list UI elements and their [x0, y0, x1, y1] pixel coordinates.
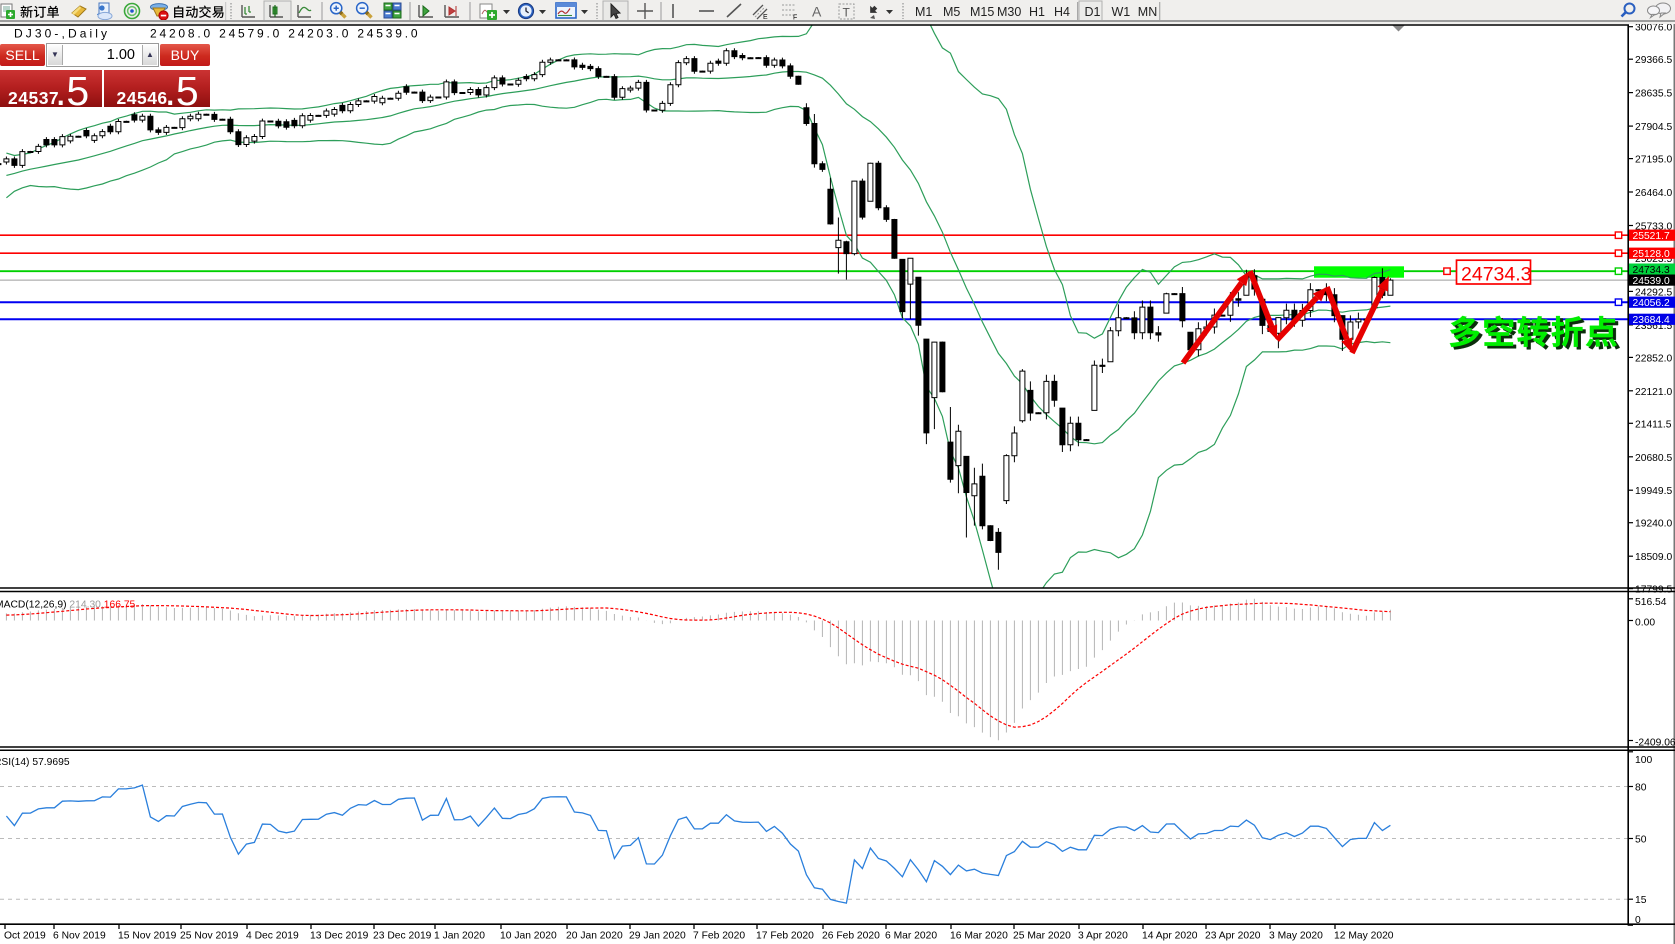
svg-text:6 Nov 2019: 6 Nov 2019	[53, 931, 106, 942]
svg-text:24734.3: 24734.3	[1461, 264, 1532, 286]
svg-text:29 Jan 2020: 29 Jan 2020	[629, 931, 686, 942]
svg-text:1 Jan 2020: 1 Jan 2020	[434, 931, 485, 942]
svg-text:10 Jan 2020: 10 Jan 2020	[500, 931, 557, 942]
svg-text:19949.5: 19949.5	[1635, 486, 1672, 497]
svg-text:0: 0	[1635, 915, 1641, 926]
svg-text:4 Dec 2019: 4 Dec 2019	[246, 931, 299, 942]
svg-text:14 Apr 2020: 14 Apr 2020	[1142, 931, 1198, 942]
svg-text:A: A	[812, 4, 822, 20]
svg-text:0.00: 0.00	[1635, 618, 1655, 629]
svg-text:24734.3: 24734.3	[1633, 265, 1670, 276]
svg-text:25733.0: 25733.0	[1635, 222, 1672, 233]
svg-text:15 Nov 2019: 15 Nov 2019	[118, 931, 177, 942]
svg-text:24539.0: 24539.0	[1633, 276, 1670, 287]
svg-text:H1: H1	[1029, 5, 1045, 19]
svg-text:-2409.06: -2409.06	[1635, 738, 1675, 749]
svg-text:26464.0: 26464.0	[1635, 188, 1672, 199]
svg-text:23561.5: 23561.5	[1635, 321, 1672, 332]
svg-text:25023.5: 25023.5	[1635, 254, 1672, 265]
svg-text:RSI(14) 57.9695: RSI(14) 57.9695	[0, 757, 70, 768]
svg-text:12 May 2020: 12 May 2020	[1334, 931, 1394, 942]
svg-text:25 Mar 2020: 25 Mar 2020	[1013, 931, 1071, 942]
svg-text:29366.5: 29366.5	[1635, 55, 1672, 66]
svg-text:7 Feb 2020: 7 Feb 2020	[693, 931, 745, 942]
svg-text:3 May 2020: 3 May 2020	[1269, 931, 1323, 942]
svg-text:19240.0: 19240.0	[1635, 519, 1672, 530]
svg-text:13 Dec 2019: 13 Dec 2019	[310, 931, 369, 942]
svg-text:MN: MN	[1138, 5, 1157, 19]
svg-text:30076.0: 30076.0	[1635, 23, 1672, 34]
svg-text:H4: H4	[1054, 5, 1070, 19]
svg-text:3 Apr 2020: 3 Apr 2020	[1078, 931, 1128, 942]
svg-text:27195.0: 27195.0	[1635, 155, 1672, 166]
svg-text:516.54: 516.54	[1635, 597, 1667, 608]
svg-text:15: 15	[1635, 895, 1647, 906]
svg-text:24292.5: 24292.5	[1635, 287, 1672, 298]
svg-text:W1: W1	[1112, 5, 1131, 19]
svg-text:22121.0: 22121.0	[1635, 387, 1672, 398]
svg-text:Oct 2019: Oct 2019	[4, 931, 46, 942]
svg-text:27904.5: 27904.5	[1635, 122, 1672, 133]
svg-text:16 Mar 2020: 16 Mar 2020	[950, 931, 1008, 942]
svg-text:22852.0: 22852.0	[1635, 353, 1672, 364]
svg-text:E: E	[763, 14, 768, 21]
svg-text:18509.0: 18509.0	[1635, 552, 1672, 563]
svg-text:23 Dec 2019: 23 Dec 2019	[373, 931, 432, 942]
svg-text:24208.0 24579.0 24203.0 24539.: 24208.0 24579.0 24203.0 24539.0	[150, 27, 420, 41]
svg-text:80: 80	[1635, 783, 1647, 794]
svg-text:17799.5: 17799.5	[1635, 585, 1672, 596]
svg-text:17 Feb 2020: 17 Feb 2020	[756, 931, 814, 942]
svg-text:100: 100	[1635, 755, 1652, 766]
svg-text:M5: M5	[943, 5, 960, 19]
svg-text:24056.2: 24056.2	[1633, 298, 1670, 309]
svg-text:20680.5: 20680.5	[1635, 453, 1672, 464]
svg-text:T: T	[843, 6, 851, 20]
svg-text:25 Nov 2019: 25 Nov 2019	[180, 931, 239, 942]
svg-text:23684.4: 23684.4	[1633, 315, 1670, 326]
svg-text:M15: M15	[970, 5, 994, 19]
svg-text:6 Mar 2020: 6 Mar 2020	[885, 931, 937, 942]
svg-text:26 Feb 2020: 26 Feb 2020	[822, 931, 880, 942]
svg-text:21411.5: 21411.5	[1635, 419, 1672, 430]
svg-text:20 Jan 2020: 20 Jan 2020	[566, 931, 623, 942]
svg-text:D1: D1	[1085, 5, 1101, 19]
svg-text:DJ30-,Daily: DJ30-,Daily	[14, 27, 110, 41]
svg-text:F: F	[793, 15, 797, 22]
svg-text:28635.5: 28635.5	[1635, 89, 1672, 100]
svg-text:M1: M1	[915, 5, 932, 19]
svg-text:25521.7: 25521.7	[1633, 231, 1670, 242]
svg-text:M30: M30	[997, 5, 1021, 19]
svg-text:MACD(12,26,9) 214.30 166.75: MACD(12,26,9) 214.30 166.75	[0, 600, 136, 611]
svg-text:23 Apr 2020: 23 Apr 2020	[1205, 931, 1261, 942]
svg-text:25128.0: 25128.0	[1633, 249, 1670, 260]
svg-text:50: 50	[1635, 835, 1647, 846]
